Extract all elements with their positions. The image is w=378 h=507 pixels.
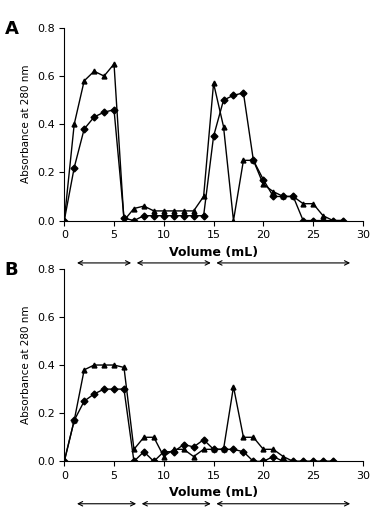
Text: Volume (mL): Volume (mL) [169, 486, 258, 499]
Text: Washing: Washing [153, 269, 195, 279]
Text: Elution: Elution [266, 269, 300, 279]
Y-axis label: Absorbance at 280 nm: Absorbance at 280 nm [21, 65, 31, 184]
Text: B: B [5, 261, 18, 279]
Y-axis label: Absorbance at 280 nm: Absorbance at 280 nm [21, 306, 31, 424]
Text: A: A [5, 20, 19, 38]
Text: Breakthrough
Curve: Breakthrough Curve [71, 269, 137, 291]
Text: Volume (mL): Volume (mL) [169, 245, 258, 259]
